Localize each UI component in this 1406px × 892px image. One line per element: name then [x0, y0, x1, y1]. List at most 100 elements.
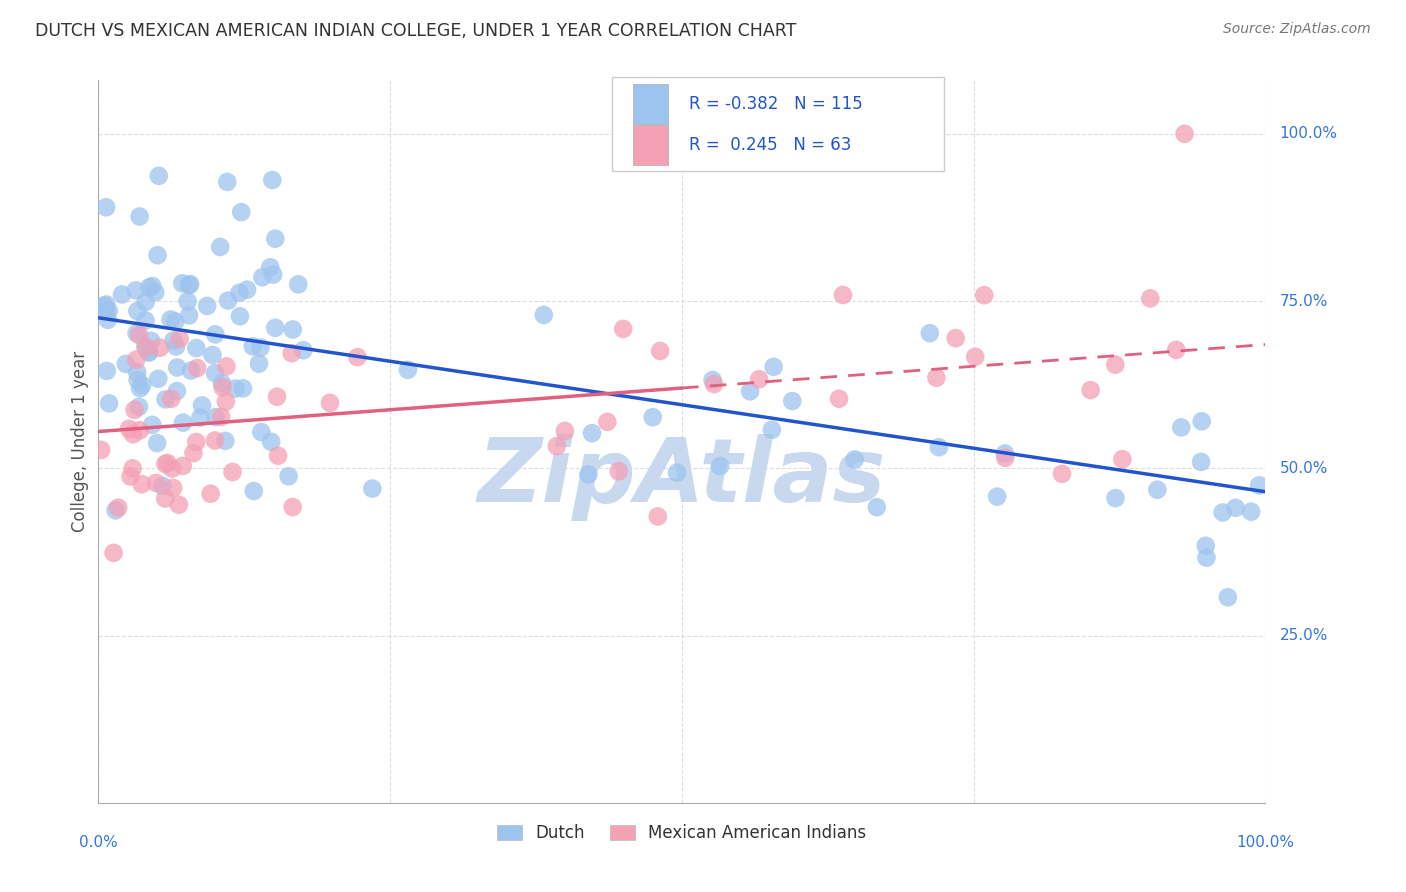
Point	[832, 288, 855, 302]
Point	[319, 396, 342, 410]
Point	[131, 477, 153, 491]
Point	[188, 410, 211, 425]
Point	[945, 331, 967, 345]
Point	[986, 490, 1008, 504]
Point	[866, 500, 889, 515]
Point	[90, 442, 112, 457]
Point	[247, 357, 270, 371]
Point	[125, 365, 148, 379]
Point	[138, 345, 160, 359]
Point	[122, 427, 145, 442]
Point	[121, 461, 143, 475]
Point	[160, 461, 183, 475]
Point	[138, 345, 160, 359]
Text: 25.0%: 25.0%	[1279, 628, 1327, 643]
Point	[128, 400, 150, 414]
Point	[134, 313, 156, 327]
Point	[292, 343, 315, 358]
Text: 100.0%: 100.0%	[1236, 835, 1295, 850]
Point	[1111, 452, 1133, 467]
Point	[546, 439, 568, 453]
Point	[242, 483, 264, 498]
Text: DUTCH VS MEXICAN AMERICAN INDIAN COLLEGE, UNDER 1 YEAR CORRELATION CHART: DUTCH VS MEXICAN AMERICAN INDIAN COLLEGE…	[35, 22, 797, 40]
Point	[215, 394, 238, 409]
Point	[96, 304, 118, 318]
Point	[177, 309, 200, 323]
Point	[120, 469, 142, 483]
Point	[1174, 127, 1197, 141]
Point	[264, 232, 287, 246]
Point	[125, 352, 148, 367]
Point	[702, 373, 724, 387]
Point	[1189, 455, 1212, 469]
Point	[179, 277, 201, 292]
Text: 100.0%: 100.0%	[1279, 127, 1337, 141]
Point	[281, 500, 304, 514]
Point	[152, 479, 174, 493]
Point	[1146, 483, 1168, 497]
Point	[231, 205, 253, 219]
Point	[183, 446, 205, 460]
Point	[918, 326, 941, 341]
Point	[97, 303, 120, 318]
Point	[172, 458, 194, 473]
Point	[973, 288, 995, 302]
Point	[250, 425, 273, 439]
Point	[650, 343, 672, 358]
Point	[266, 390, 288, 404]
Point	[114, 357, 136, 371]
Text: 75.0%: 75.0%	[1279, 293, 1327, 309]
Point	[252, 270, 274, 285]
Point	[994, 450, 1017, 465]
Point	[148, 169, 170, 183]
Bar	[612, 77, 945, 170]
Point	[607, 464, 630, 478]
Point	[225, 382, 247, 396]
Point	[242, 339, 264, 353]
Text: ZipAtlas: ZipAtlas	[478, 434, 886, 521]
Point	[141, 417, 163, 432]
Point	[217, 293, 239, 308]
Point	[162, 481, 184, 495]
Point	[204, 327, 226, 342]
Point	[262, 173, 284, 187]
Point	[172, 277, 194, 291]
Point	[259, 260, 281, 275]
Point	[249, 341, 271, 355]
Point	[96, 364, 118, 378]
Point	[96, 297, 118, 311]
Point	[1225, 500, 1247, 515]
Point	[928, 440, 950, 454]
Point	[180, 363, 202, 377]
Point	[111, 287, 134, 301]
Point	[103, 546, 125, 560]
Point	[200, 486, 222, 500]
Point	[228, 285, 250, 300]
Point	[159, 312, 181, 326]
Point	[186, 361, 208, 376]
Point	[1080, 383, 1102, 397]
Point	[738, 384, 761, 399]
Point	[277, 469, 299, 483]
Point	[221, 465, 243, 479]
Point	[211, 380, 233, 394]
Point	[264, 321, 287, 335]
Point	[211, 376, 233, 391]
Point	[844, 452, 866, 467]
Point	[169, 332, 191, 346]
Point	[396, 363, 419, 377]
Point	[166, 360, 188, 375]
Point	[149, 341, 172, 355]
Point	[1104, 491, 1126, 505]
Point	[666, 466, 689, 480]
Point	[155, 392, 177, 407]
Point	[146, 248, 169, 262]
Point	[201, 348, 224, 362]
Point	[780, 394, 803, 409]
Point	[215, 359, 238, 374]
Y-axis label: College, Under 1 year: College, Under 1 year	[72, 351, 90, 533]
Point	[267, 449, 290, 463]
Point	[128, 423, 150, 437]
Point	[165, 339, 187, 353]
Point	[138, 280, 160, 294]
